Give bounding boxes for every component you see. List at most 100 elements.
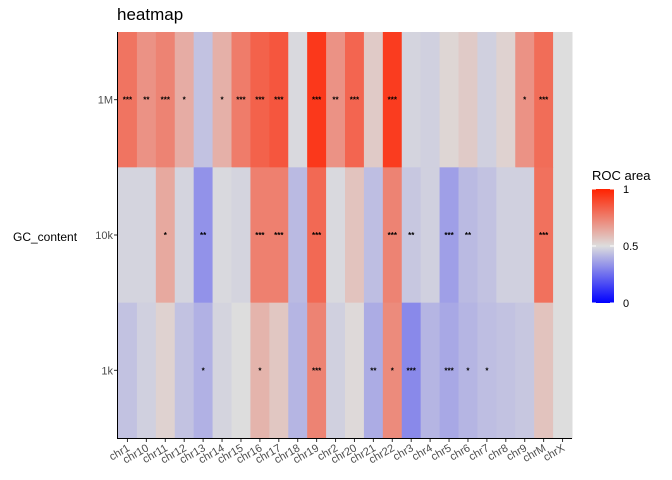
significance-label: * — [202, 366, 206, 375]
heatmap-cell — [458, 32, 478, 168]
significance-label: *** — [255, 231, 265, 240]
heatmap-cell — [345, 32, 365, 168]
y-axis-ticks: 1M 10k 1k — [95, 95, 117, 377]
significance-label: *** — [444, 366, 454, 375]
significance-label: ** — [200, 231, 207, 240]
heatmap-cell — [382, 302, 403, 439]
heatmap-cell — [458, 167, 478, 304]
significance-label: ** — [143, 96, 150, 105]
significance-label: * — [485, 366, 489, 375]
heatmap-cell — [155, 167, 176, 304]
heatmap-cell — [269, 302, 289, 439]
heatmap-cell — [534, 302, 554, 439]
heatmap-cell — [193, 32, 214, 168]
heatmap-cell — [193, 302, 214, 439]
heatmap-cell — [307, 32, 327, 168]
heatmap-cell — [326, 32, 346, 168]
significance-label: *** — [388, 96, 398, 105]
chart-title: heatmap — [117, 5, 183, 24]
heatmap-cell — [420, 302, 441, 439]
heatmap-cell — [345, 302, 365, 439]
heatmap-cell — [136, 32, 157, 168]
heatmap-cell — [118, 167, 138, 304]
y-tick-label: 10k — [95, 230, 113, 242]
heatmap-cell — [269, 167, 289, 304]
heatmap-cell — [174, 302, 195, 439]
heatmap-cell — [420, 167, 441, 304]
heatmap-cell — [174, 32, 195, 168]
heatmap-cell — [231, 32, 251, 168]
heatmap-cell — [439, 167, 459, 304]
significance-label: *** — [274, 231, 284, 240]
heatmap-cell — [363, 32, 384, 168]
heatmap-cell — [307, 167, 327, 304]
legend-tick-label: 0 — [623, 298, 629, 310]
x-tick-label: chrX — [541, 442, 567, 464]
heatmap-cell — [250, 32, 270, 168]
heatmap-cell — [345, 167, 365, 304]
significance-label: *** — [444, 231, 454, 240]
heatmap-cell — [193, 167, 214, 304]
significance-label: *** — [350, 96, 360, 105]
heatmap-cell — [155, 302, 176, 439]
heatmap-cell — [307, 302, 327, 439]
heatmap-cell — [363, 167, 384, 304]
heatmap-cell — [401, 32, 422, 168]
legend-ticks: 10.50 — [592, 184, 638, 310]
heatmap-cell — [326, 302, 346, 439]
heatmap-cell — [155, 32, 176, 168]
significance-label: ** — [465, 231, 472, 240]
significance-label: ** — [332, 96, 339, 105]
axes — [117, 32, 572, 439]
significance-labels: *** ** *** * * *** *** *** *** ** *** *** * **** ** ***… — [123, 96, 549, 376]
significance-label: *** — [312, 231, 322, 240]
heatmap-cell — [174, 167, 195, 304]
legend-title: ROC area — [592, 168, 651, 183]
heatmap-cell — [136, 302, 157, 439]
heatmap-cell — [477, 32, 497, 168]
y-axis-title: GC_content — [13, 230, 78, 244]
heatmap-cell — [118, 32, 138, 168]
heatmap-cell — [212, 32, 232, 168]
heatmap-cell — [382, 32, 403, 168]
heatmap-cell — [382, 167, 403, 304]
legend-colorbar — [592, 189, 614, 303]
heatmap-cell — [118, 302, 138, 439]
heatmap-cell — [515, 167, 535, 304]
heatmap-cell — [496, 167, 516, 304]
heatmap-cell — [515, 32, 535, 168]
significance-label: *** — [123, 96, 133, 105]
heatmap-cell — [534, 32, 554, 168]
heatmap-cell — [269, 32, 289, 168]
heatmap-cell — [553, 32, 573, 168]
heatmap-cell — [231, 302, 251, 439]
heatmap-cell — [288, 32, 308, 168]
heatmap-cell — [212, 167, 232, 304]
x-axis-ticks: chr1chr10chr11chr12chr13chr14chr15chr16c… — [107, 439, 568, 466]
significance-label: * — [523, 96, 527, 105]
significance-label: *** — [539, 96, 549, 105]
heatmap-cell — [288, 302, 308, 439]
heatmap-cell — [553, 302, 573, 439]
heatmap-cell — [477, 302, 497, 439]
color-legend: ROC area 10.50 — [592, 168, 651, 310]
heatmap-cell — [401, 302, 422, 439]
significance-label: *** — [236, 96, 246, 105]
heatmap-cell — [363, 302, 384, 439]
significance-label: *** — [388, 231, 398, 240]
significance-label: * — [258, 366, 262, 375]
heatmap-cell — [534, 167, 554, 304]
heatmap-cell — [458, 302, 478, 439]
significance-label: *** — [407, 366, 417, 375]
heatmap-cell — [212, 302, 232, 439]
heatmap-cell — [401, 167, 422, 304]
significance-label: * — [183, 96, 187, 105]
heatmap-cell — [250, 167, 270, 304]
y-tick-label: 1k — [101, 365, 113, 377]
heatmap-cell — [553, 167, 573, 304]
heatmap-cell — [250, 302, 270, 439]
significance-label: * — [466, 366, 470, 375]
heatmap-cell — [477, 167, 497, 304]
heatmap-cells — [118, 32, 573, 439]
